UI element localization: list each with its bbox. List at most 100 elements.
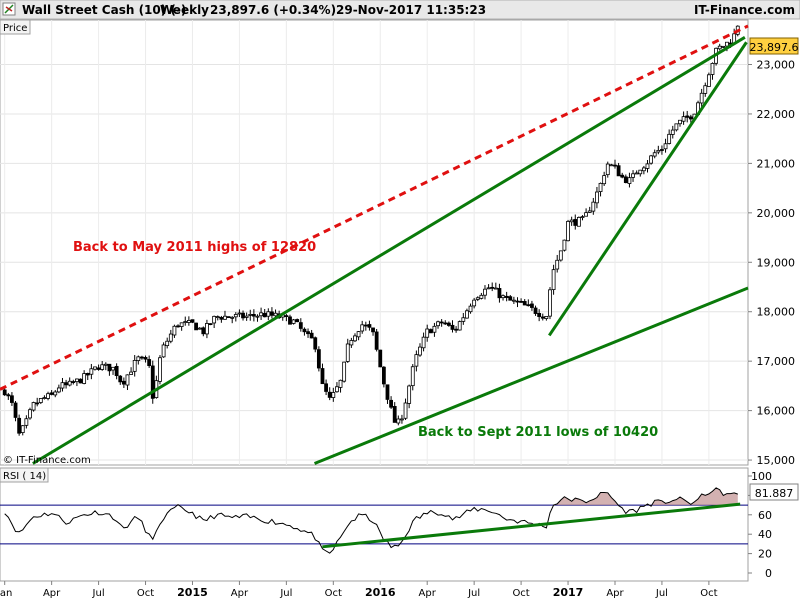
x-tick-label: Oct [512,588,529,599]
candle [627,172,632,188]
candle [555,254,560,273]
candle-body [255,315,260,318]
price-panel-label: Price [3,23,27,34]
candle-body [522,301,527,306]
candle-body [107,363,112,372]
candle-body [457,321,462,331]
candle-body [302,328,307,333]
candle-body [425,328,430,338]
price-tick-label: 15,000 [757,454,796,467]
candle [670,125,675,139]
candle [147,355,152,368]
candle [649,154,653,165]
candle-body [121,380,126,385]
candle-body [143,357,148,360]
candle-body [219,317,224,320]
candle [35,397,40,407]
candle [219,315,224,323]
candle [483,285,487,300]
candle-body [616,165,621,177]
candle [609,163,614,167]
candle-body [288,316,292,325]
x-tick-label: Jul [279,588,292,599]
candle-body [345,343,350,362]
candle-body [262,312,267,318]
candle [298,318,303,332]
candle [645,159,650,173]
candle [194,322,198,331]
candle [631,170,635,182]
candle-body [284,315,289,318]
candle [537,309,542,322]
candle [327,387,332,401]
candle-body [652,152,657,157]
rsi-tick-label: 20 [758,548,772,561]
rsi-line [4,487,738,554]
candle [530,300,534,311]
candle [129,367,133,375]
candle [38,398,43,405]
rsi-tick-label: 40 [758,528,772,541]
candle-body [371,327,375,333]
candle-body [725,41,729,47]
candle [504,291,509,302]
candle-body [436,321,440,327]
x-tick-label: Oct [325,588,342,599]
candle-body [537,313,542,317]
candle-body [508,296,513,301]
candle [118,375,123,385]
candle-body [158,357,162,382]
candle [638,169,643,177]
candle [353,333,357,343]
candle [710,62,715,80]
candle [335,382,339,393]
candle-body [140,356,144,359]
candle-body [179,322,184,327]
candle [237,309,242,317]
candle [186,316,191,326]
candle-body [233,314,238,318]
price-tick-label: 21,000 [757,157,796,170]
candle-body [428,329,433,334]
candle-body [10,395,14,403]
candle [522,299,527,306]
candle [371,327,375,336]
candle-body [432,325,437,333]
candle-body [569,219,574,223]
rsi-panel [0,467,749,582]
candle [374,328,379,352]
rsi-series [4,487,741,554]
candle [660,145,664,155]
candle-body [667,133,672,144]
candle-body [309,332,314,339]
candle-body [147,359,152,366]
candle [540,313,545,321]
candle [259,307,263,320]
price-panel [0,19,749,466]
trendline-resistance [0,24,749,391]
candle [439,319,444,327]
candle-body [165,340,170,347]
price-tick-label: 19,000 [757,256,796,269]
candle [407,384,412,409]
candle-body [230,316,235,319]
candle [396,415,401,426]
candle-body [598,182,603,192]
candle [103,362,108,371]
candle [179,322,184,331]
candle [255,314,260,322]
candle-body [114,365,119,377]
candle-body [418,346,422,356]
candle-body [602,175,607,185]
candle-body [446,322,451,326]
candle-body [410,366,415,387]
candle-body [717,45,722,50]
candle [497,283,502,303]
candle [418,343,422,357]
candle [566,219,570,242]
candle-body [443,322,448,325]
x-tick-label: Jul [655,588,668,599]
x-tick-label: Jul [467,588,480,599]
candle [75,378,79,387]
candle [641,165,646,175]
